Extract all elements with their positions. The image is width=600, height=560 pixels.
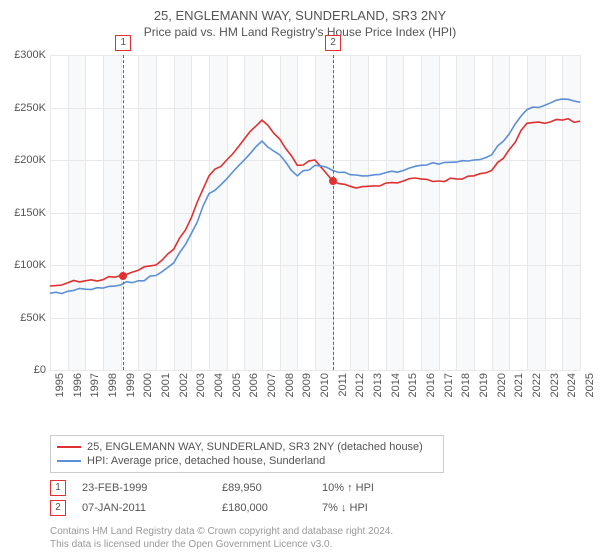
- x-axis-label: 2003: [195, 373, 207, 397]
- sale-row: 2 07-JAN-2011 £180,000 7% ↓ HPI: [50, 498, 442, 518]
- y-axis-label: £100K: [14, 259, 46, 271]
- x-axis-label: 2006: [248, 373, 260, 397]
- sale-marker-label: 1: [115, 35, 131, 51]
- x-axis-label: 2022: [531, 373, 543, 397]
- legend-label: 25, ENGLEMANN WAY, SUNDERLAND, SR3 2NY (…: [87, 441, 423, 453]
- sales-table: 1 23-FEB-1999 £89,950 10% ↑ HPI 2 07-JAN…: [50, 478, 442, 518]
- legend-label: HPI: Average price, detached house, Sund…: [87, 455, 325, 467]
- line-series: [50, 55, 580, 370]
- sale-date: 07-JAN-2011: [82, 502, 222, 514]
- x-axis-label: 2021: [513, 373, 525, 397]
- x-axis-label: 1998: [107, 373, 119, 397]
- x-axis-label: 2018: [460, 373, 472, 397]
- x-axis-label: 2004: [213, 373, 225, 397]
- house-price-chart-card: 25, ENGLEMANN WAY, SUNDERLAND, SR3 2NY P…: [0, 0, 600, 560]
- sale-row: 1 23-FEB-1999 £89,950 10% ↑ HPI: [50, 478, 442, 498]
- legend-item: HPI: Average price, detached house, Sund…: [57, 454, 437, 468]
- x-axis-label: 2014: [390, 373, 402, 397]
- y-axis-label: £300K: [14, 49, 46, 61]
- sale-date: 23-FEB-1999: [82, 482, 222, 494]
- sale-relative-hpi: 10% ↑ HPI: [322, 482, 442, 494]
- sale-marker-label: 2: [325, 35, 341, 51]
- gridline-vertical: [580, 55, 581, 370]
- sale-marker-box: 1: [50, 480, 66, 496]
- sale-marker-line: [123, 55, 124, 370]
- x-axis-label: 1999: [125, 373, 137, 397]
- x-axis-label: 1995: [54, 373, 66, 397]
- attribution-footer: Contains HM Land Registry data © Crown c…: [50, 525, 393, 551]
- x-axis-label: 2000: [142, 373, 154, 397]
- sale-price: £180,000: [222, 502, 322, 514]
- x-axis-label: 2012: [354, 373, 366, 397]
- x-axis-label: 2013: [372, 373, 384, 397]
- legend-swatch: [57, 446, 81, 448]
- gridline-horizontal: [50, 370, 580, 371]
- x-axis-label: 1996: [72, 373, 84, 397]
- x-axis-label: 2015: [407, 373, 419, 397]
- x-axis-label: 2001: [160, 373, 172, 397]
- footer-line: Contains HM Land Registry data © Crown c…: [50, 525, 393, 538]
- x-axis-label: 2009: [301, 373, 313, 397]
- x-axis-label: 2016: [425, 373, 437, 397]
- y-axis-label: £200K: [14, 154, 46, 166]
- x-axis-label: 2024: [566, 373, 578, 397]
- x-axis-label: 2025: [584, 373, 596, 397]
- sale-marker-dot: [329, 177, 337, 185]
- x-axis-label: 1997: [89, 373, 101, 397]
- x-axis-label: 2017: [443, 373, 455, 397]
- x-axis-label: 2011: [337, 373, 349, 397]
- x-axis-label: 2019: [478, 373, 490, 397]
- page-title: 25, ENGLEMANN WAY, SUNDERLAND, SR3 2NY: [0, 0, 600, 23]
- x-axis-label: 2005: [231, 373, 243, 397]
- series-line: [50, 99, 580, 294]
- sale-marker-dot: [119, 272, 127, 280]
- chart-area: 12 £0£50K£100K£150K£200K£250K£300K 19951…: [50, 55, 580, 370]
- sale-relative-hpi: 7% ↓ HPI: [322, 502, 442, 514]
- x-axis-label: 2008: [284, 373, 296, 397]
- sale-marker-line: [333, 55, 334, 370]
- legend-item: 25, ENGLEMANN WAY, SUNDERLAND, SR3 2NY (…: [57, 440, 437, 454]
- y-axis-label: £50K: [20, 312, 46, 324]
- sale-marker-box: 2: [50, 500, 66, 516]
- y-axis-label: £150K: [14, 207, 46, 219]
- x-axis-label: 2002: [178, 373, 190, 397]
- footer-line: This data is licensed under the Open Gov…: [50, 538, 393, 551]
- sale-price: £89,950: [222, 482, 322, 494]
- legend-swatch: [57, 460, 81, 462]
- x-axis-label: 2007: [266, 373, 278, 397]
- x-axis-label: 2023: [549, 373, 561, 397]
- page-subtitle: Price paid vs. HM Land Registry's House …: [0, 23, 600, 45]
- x-axis-label: 2020: [496, 373, 508, 397]
- y-axis-label: £0: [34, 364, 46, 376]
- legend: 25, ENGLEMANN WAY, SUNDERLAND, SR3 2NY (…: [50, 435, 444, 473]
- y-axis-label: £250K: [14, 102, 46, 114]
- x-axis-label: 2010: [319, 373, 331, 397]
